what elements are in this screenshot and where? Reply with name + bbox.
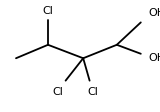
Text: Cl: Cl [43,6,53,16]
Text: OH: OH [149,8,160,18]
Text: OH: OH [149,53,160,63]
Text: Cl: Cl [52,87,63,97]
Text: Cl: Cl [87,87,98,97]
